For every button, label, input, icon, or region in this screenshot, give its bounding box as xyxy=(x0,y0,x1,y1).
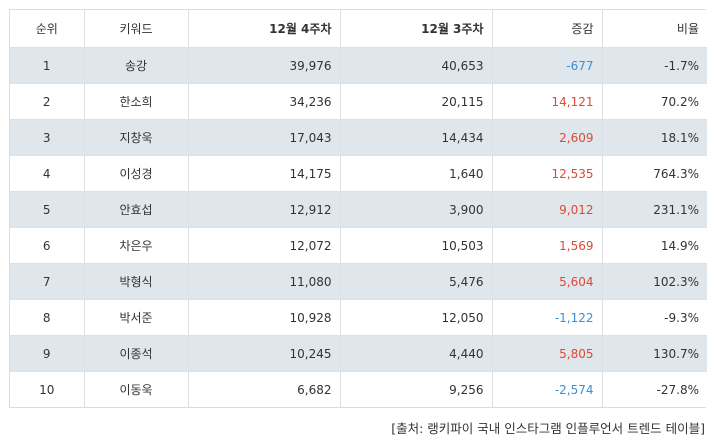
keyword-cell: 박형식 xyxy=(84,263,189,300)
ratio-cell: 14.9% xyxy=(602,227,707,264)
rank-cell: 7 xyxy=(10,263,85,300)
table-row: 5 안효섭 12,912 3,900 9,012 231.1% xyxy=(10,191,707,228)
keyword-cell: 송강 xyxy=(84,47,189,84)
week3-cell: 14,434 xyxy=(340,119,493,156)
week3-cell: 9,256 xyxy=(340,371,493,407)
ratio-cell: 231.1% xyxy=(602,191,707,228)
week3-cell: 1,640 xyxy=(340,155,493,192)
week4-cell: 17,043 xyxy=(188,119,341,156)
table-row: 9 이종석 10,245 4,440 5,805 130.7% xyxy=(10,335,707,372)
table-row: 8 박서준 10,928 12,050 -1,122 -9.3% xyxy=(10,299,707,336)
rank-cell: 9 xyxy=(10,335,85,372)
week4-cell: 34,236 xyxy=(188,83,341,120)
header-change: 증감 xyxy=(492,10,603,48)
table-header: 순위 키워드 12월 4주차 12월 3주차 증감 비율 xyxy=(10,10,707,48)
change-cell: 14,121 xyxy=(492,83,603,120)
keyword-ranking-table: 순위 키워드 12월 4주차 12월 3주차 증감 비율 1 송강 39,976 40… xyxy=(10,10,707,407)
week3-cell: 4,440 xyxy=(340,335,493,372)
ratio-cell: 102.3% xyxy=(602,263,707,300)
keyword-cell: 이성경 xyxy=(84,155,189,192)
table-row: 10 이동욱 6,682 9,256 -2,574 -27.8% xyxy=(10,371,707,407)
week4-cell: 6,682 xyxy=(188,371,341,407)
header-keyword: 키워드 xyxy=(84,10,189,48)
table-row: 6 차은우 12,072 10,503 1,569 14.9% xyxy=(10,227,707,264)
table-row: 7 박형식 11,080 5,476 5,604 102.3% xyxy=(10,263,707,300)
header-week4: 12월 4주차 xyxy=(188,10,341,48)
week4-cell: 39,976 xyxy=(188,47,341,84)
table-row: 3 지창욱 17,043 14,434 2,609 18.1% xyxy=(10,119,707,156)
week4-cell: 12,912 xyxy=(188,191,341,228)
change-cell: 5,805 xyxy=(492,335,603,372)
header-week3: 12월 3주차 xyxy=(340,10,493,48)
table-body: 1 송강 39,976 40,653 -677 -1.7% 2 한소희 34,236 20,115… xyxy=(10,47,707,407)
rank-cell: 2 xyxy=(10,83,85,120)
week4-cell: 14,175 xyxy=(188,155,341,192)
week3-cell: 10,503 xyxy=(340,227,493,264)
ranking-table-container: 순위 키워드 12월 4주차 12월 3주차 증감 비율 1 송강 39,976 40… xyxy=(9,9,707,408)
ratio-cell: -27.8% xyxy=(602,371,707,407)
source-caption: [출처: 랭키파이 국내 인스타그램 인플루언서 트렌드 테이블] xyxy=(391,421,705,436)
rank-cell: 5 xyxy=(10,191,85,228)
week4-cell: 10,928 xyxy=(188,299,341,336)
header-ratio: 비율 xyxy=(602,10,707,48)
ratio-cell: 764.3% xyxy=(602,155,707,192)
week3-cell: 40,653 xyxy=(340,47,493,84)
week3-cell: 12,050 xyxy=(340,299,493,336)
ratio-cell: 130.7% xyxy=(602,335,707,372)
change-cell: 9,012 xyxy=(492,191,603,228)
week4-cell: 11,080 xyxy=(188,263,341,300)
ratio-cell: -9.3% xyxy=(602,299,707,336)
week3-cell: 20,115 xyxy=(340,83,493,120)
ratio-cell: 18.1% xyxy=(602,119,707,156)
change-cell: 1,569 xyxy=(492,227,603,264)
week4-cell: 10,245 xyxy=(188,335,341,372)
keyword-cell: 박서준 xyxy=(84,299,189,336)
rank-cell: 4 xyxy=(10,155,85,192)
header-rank: 순위 xyxy=(10,10,85,48)
week4-cell: 12,072 xyxy=(188,227,341,264)
keyword-cell: 지창욱 xyxy=(84,119,189,156)
table-row: 2 한소희 34,236 20,115 14,121 70.2% xyxy=(10,83,707,120)
change-cell: -1,122 xyxy=(492,299,603,336)
rank-cell: 3 xyxy=(10,119,85,156)
keyword-cell: 이동욱 xyxy=(84,371,189,407)
keyword-cell: 차은우 xyxy=(84,227,189,264)
rank-cell: 1 xyxy=(10,47,85,84)
change-cell: -2,574 xyxy=(492,371,603,407)
table-row: 4 이성경 14,175 1,640 12,535 764.3% xyxy=(10,155,707,192)
keyword-cell: 한소희 xyxy=(84,83,189,120)
ratio-cell: 70.2% xyxy=(602,83,707,120)
change-cell: -677 xyxy=(492,47,603,84)
week3-cell: 3,900 xyxy=(340,191,493,228)
keyword-cell: 안효섭 xyxy=(84,191,189,228)
change-cell: 2,609 xyxy=(492,119,603,156)
table-row: 1 송강 39,976 40,653 -677 -1.7% xyxy=(10,47,707,84)
week3-cell: 5,476 xyxy=(340,263,493,300)
ratio-cell: -1.7% xyxy=(602,47,707,84)
rank-cell: 6 xyxy=(10,227,85,264)
keyword-cell: 이종석 xyxy=(84,335,189,372)
rank-cell: 10 xyxy=(10,371,85,407)
change-cell: 5,604 xyxy=(492,263,603,300)
change-cell: 12,535 xyxy=(492,155,603,192)
rank-cell: 8 xyxy=(10,299,85,336)
header-row: 순위 키워드 12월 4주차 12월 3주차 증감 비율 xyxy=(10,10,707,48)
